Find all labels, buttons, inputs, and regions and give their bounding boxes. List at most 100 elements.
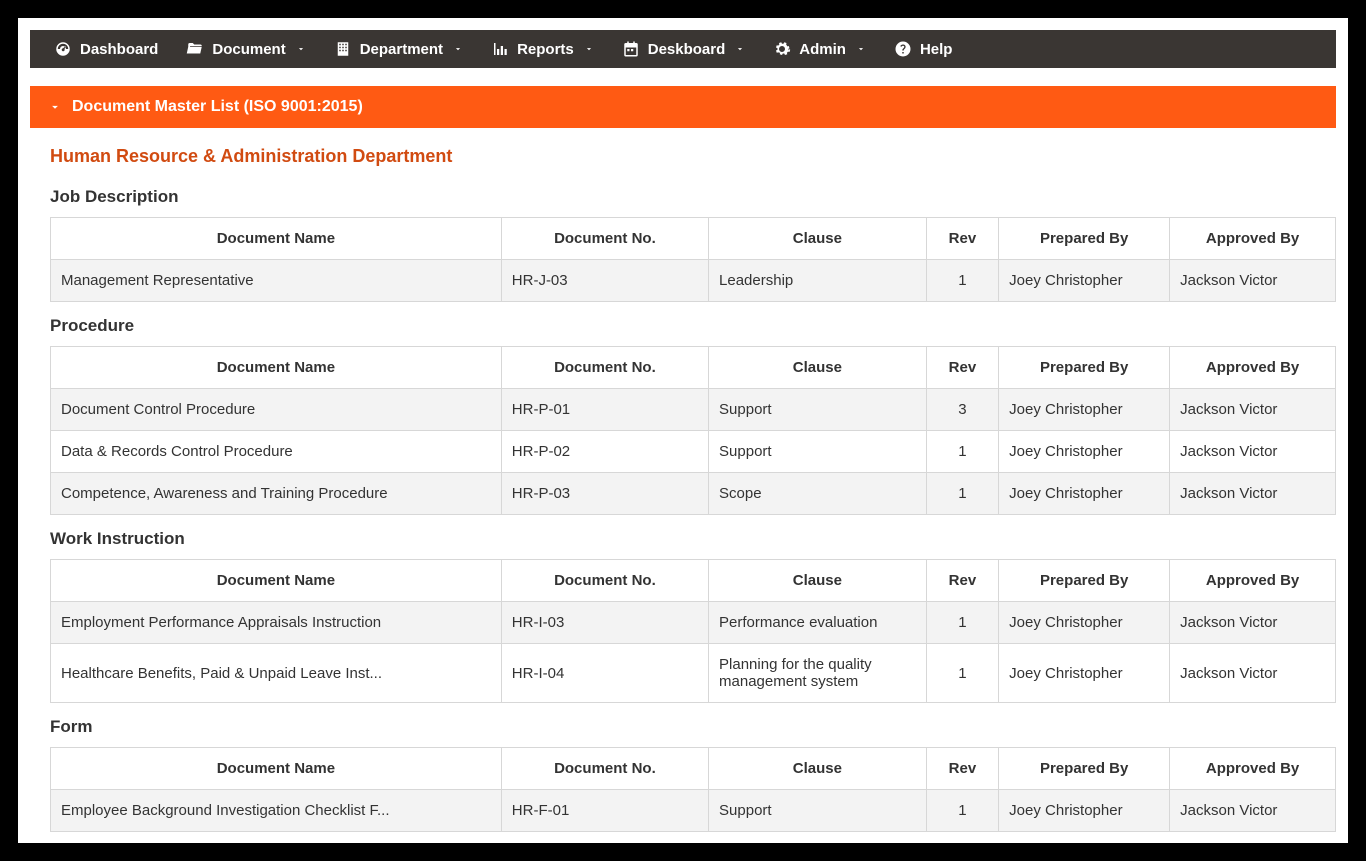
cell-prepared: Joey Christopher: [999, 602, 1170, 644]
chevron-down-icon: [296, 44, 306, 54]
cell-approved: Jackson Victor: [1170, 389, 1336, 431]
col-prepared: Prepared By: [999, 218, 1170, 260]
banner-title: Document Master List (ISO 9001:2015): [72, 98, 363, 116]
nav-deskboard[interactable]: Deskboard: [608, 32, 760, 66]
table-row[interactable]: Employment Performance Appraisals Instru…: [51, 602, 1336, 644]
cell-name: Employee Background Investigation Checkl…: [51, 790, 502, 832]
col-approved: Approved By: [1170, 218, 1336, 260]
nav-document-label: Document: [212, 41, 285, 58]
cell-no: HR-I-04: [501, 644, 708, 703]
cell-no: HR-P-03: [501, 473, 708, 515]
cell-no: HR-P-01: [501, 389, 708, 431]
cell-approved: Jackson Victor: [1170, 473, 1336, 515]
calendar-icon: [622, 40, 640, 58]
nav-reports-label: Reports: [517, 41, 574, 58]
cell-approved: Jackson Victor: [1170, 260, 1336, 302]
col-name: Document Name: [51, 748, 502, 790]
chevron-down-icon: [48, 100, 62, 114]
section-title-form: Form: [30, 703, 1336, 747]
section-title-procedure: Procedure: [30, 302, 1336, 346]
gear-icon: [773, 40, 791, 58]
table-row[interactable]: Employee Background Investigation Checkl…: [51, 790, 1336, 832]
help-icon: [894, 40, 912, 58]
table-procedure: Document Name Document No. Clause Rev Pr…: [50, 346, 1336, 515]
banner[interactable]: Document Master List (ISO 9001:2015): [30, 86, 1336, 128]
col-approved: Approved By: [1170, 560, 1336, 602]
cell-rev: 1: [926, 473, 999, 515]
table-form: Document Name Document No. Clause Rev Pr…: [50, 747, 1336, 832]
cell-clause: Planning for the quality management syst…: [709, 644, 927, 703]
col-name: Document Name: [51, 560, 502, 602]
table-header-row: Document Name Document No. Clause Rev Pr…: [51, 748, 1336, 790]
col-clause: Clause: [709, 347, 927, 389]
cell-rev: 3: [926, 389, 999, 431]
cell-no: HR-P-02: [501, 431, 708, 473]
chevron-down-icon: [856, 44, 866, 54]
col-prepared: Prepared By: [999, 347, 1170, 389]
cell-no: HR-F-01: [501, 790, 708, 832]
chevron-down-icon: [735, 44, 745, 54]
cell-approved: Jackson Victor: [1170, 644, 1336, 703]
table-job-description: Document Name Document No. Clause Rev Pr…: [50, 217, 1336, 302]
nav-dashboard-label: Dashboard: [80, 41, 158, 58]
cell-rev: 1: [926, 260, 999, 302]
navbar: Dashboard Document Department Reports De…: [30, 30, 1336, 68]
table-row[interactable]: Management Representative HR-J-03 Leader…: [51, 260, 1336, 302]
table-row[interactable]: Competence, Awareness and Training Proce…: [51, 473, 1336, 515]
cell-prepared: Joey Christopher: [999, 431, 1170, 473]
table-header-row: Document Name Document No. Clause Rev Pr…: [51, 560, 1336, 602]
col-approved: Approved By: [1170, 748, 1336, 790]
table-row[interactable]: Data & Records Control Procedure HR-P-02…: [51, 431, 1336, 473]
cell-prepared: Joey Christopher: [999, 644, 1170, 703]
cell-approved: Jackson Victor: [1170, 431, 1336, 473]
cell-clause: Support: [709, 790, 927, 832]
nav-deskboard-label: Deskboard: [648, 41, 726, 58]
cell-name: Management Representative: [51, 260, 502, 302]
cell-prepared: Joey Christopher: [999, 260, 1170, 302]
folder-icon: [186, 40, 204, 58]
cell-name: Healthcare Benefits, Paid & Unpaid Leave…: [51, 644, 502, 703]
nav-department[interactable]: Department: [320, 32, 477, 66]
nav-reports[interactable]: Reports: [477, 32, 608, 66]
nav-admin[interactable]: Admin: [759, 32, 880, 66]
col-name: Document Name: [51, 347, 502, 389]
col-rev: Rev: [926, 748, 999, 790]
department-title: Human Resource & Administration Departme…: [30, 128, 1336, 173]
col-approved: Approved By: [1170, 347, 1336, 389]
table-row[interactable]: Document Control Procedure HR-P-01 Suppo…: [51, 389, 1336, 431]
col-clause: Clause: [709, 218, 927, 260]
nav-department-label: Department: [360, 41, 443, 58]
nav-document[interactable]: Document: [172, 32, 319, 66]
cell-rev: 1: [926, 602, 999, 644]
col-no: Document No.: [501, 218, 708, 260]
col-rev: Rev: [926, 347, 999, 389]
table-work-instruction: Document Name Document No. Clause Rev Pr…: [50, 559, 1336, 703]
cell-rev: 1: [926, 790, 999, 832]
cell-rev: 1: [926, 644, 999, 703]
cell-rev: 1: [926, 431, 999, 473]
col-no: Document No.: [501, 347, 708, 389]
col-prepared: Prepared By: [999, 748, 1170, 790]
nav-dashboard[interactable]: Dashboard: [40, 32, 172, 66]
cell-clause: Support: [709, 431, 927, 473]
nav-admin-label: Admin: [799, 41, 846, 58]
cell-approved: Jackson Victor: [1170, 790, 1336, 832]
nav-help[interactable]: Help: [880, 32, 967, 66]
col-no: Document No.: [501, 560, 708, 602]
cell-clause: Performance evaluation: [709, 602, 927, 644]
col-no: Document No.: [501, 748, 708, 790]
cell-name: Employment Performance Appraisals Instru…: [51, 602, 502, 644]
chart-icon: [491, 40, 509, 58]
cell-name: Competence, Awareness and Training Proce…: [51, 473, 502, 515]
cell-prepared: Joey Christopher: [999, 389, 1170, 431]
col-prepared: Prepared By: [999, 560, 1170, 602]
chevron-down-icon: [453, 44, 463, 54]
col-clause: Clause: [709, 560, 927, 602]
cell-clause: Support: [709, 389, 927, 431]
cell-approved: Jackson Victor: [1170, 602, 1336, 644]
col-name: Document Name: [51, 218, 502, 260]
dashboard-icon: [54, 40, 72, 58]
col-rev: Rev: [926, 560, 999, 602]
cell-name: Data & Records Control Procedure: [51, 431, 502, 473]
table-row[interactable]: Healthcare Benefits, Paid & Unpaid Leave…: [51, 644, 1336, 703]
